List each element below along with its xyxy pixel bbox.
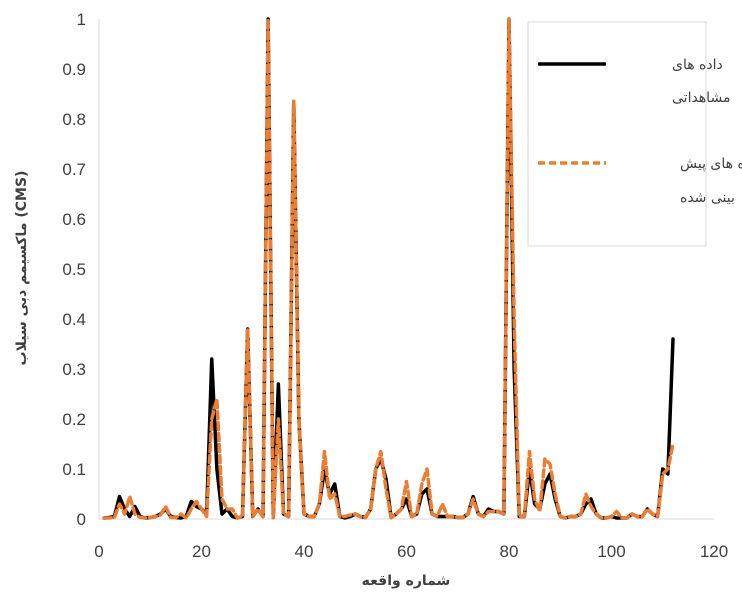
y-tick-label: 0.1 [62,460,86,479]
y-tick-label: 0.5 [62,260,86,279]
legend-label-observed-line2: مشاهداتی [672,90,730,106]
y-tick-label: 0.7 [62,160,86,179]
y-tick-label: 0 [77,510,86,529]
x-tick-label: 120 [700,542,728,561]
y-axis-title: ماکسیمم دبی سیلاب (CMS) [14,171,30,366]
x-tick-label: 20 [192,542,211,561]
legend: داده های مشاهداتی داده های پیش بینی شده [527,21,742,247]
legend-box [527,21,707,247]
x-tick-label: 40 [295,542,314,561]
y-tick-label: 0.9 [62,60,86,79]
x-tick-label: 100 [597,542,625,561]
legend-label-observed-line1: داده های [672,57,723,73]
x-tick-label: 0 [94,542,103,561]
x-axis-title: شماره واقعه [362,573,451,589]
y-tick-label: 0.8 [62,110,86,129]
x-tick-label: 80 [500,542,519,561]
y-tick-label: 0.2 [62,410,86,429]
y-axis-ticks: 0 0.1 0.2 0.3 0.4 0.5 0.6 0.7 0.8 0.9 1 [62,10,86,529]
y-tick-label: 1 [77,10,86,29]
series-layer [102,17,675,520]
y-tick-label: 0.6 [62,210,86,229]
legend-label-predicted-line1: داده های پیش [680,156,742,172]
legend-label-predicted-line2: بینی شده [680,190,735,206]
x-axis-ticks: 0 20 40 60 80 100 120 [94,542,728,561]
x-tick-label: 60 [397,542,416,561]
y-tick-label: 0.3 [62,360,86,379]
series-line-predicted [102,17,675,520]
y-tick-label: 0.4 [62,310,86,329]
